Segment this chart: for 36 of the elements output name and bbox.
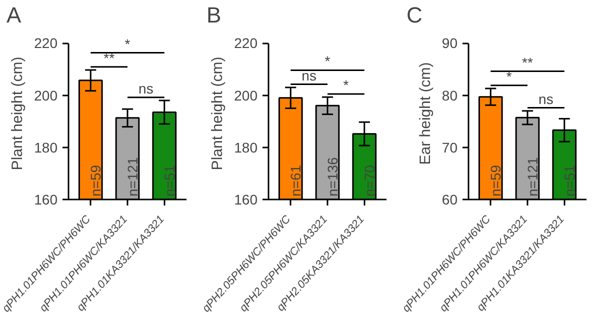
annotation: n=70 [361,164,378,196]
y-axis-title: Plant height (cm) [9,56,26,170]
annotation: n=51 [561,164,578,196]
y-tick-label: 80 [442,87,458,104]
annotation: * [124,36,131,52]
annotation: ns [138,80,154,96]
annotation: n=59 [488,164,504,196]
y-tick-label: 180 [34,139,58,156]
y-tick-label: 60 [442,192,458,208]
y-tick-label: 200 [234,87,258,104]
annotation: * [343,76,350,93]
annotation: n=121 [124,156,140,196]
annotation: n=59 [88,164,104,196]
annotation: ns [302,67,316,84]
chart-title: B [206,2,222,28]
chart-title: C [406,2,422,28]
annotation: n=51 [161,164,178,196]
y-tick-label: 90 [442,35,458,52]
annotation: ** [522,54,534,70]
y-tick-label: 220 [234,35,258,52]
annotation: n=121 [524,156,540,196]
annotation: * [506,68,512,84]
y-tick-label: 160 [34,192,58,208]
annotation: n=61 [288,164,304,196]
annotation: ** [104,50,116,66]
annotation: ns [538,90,554,107]
y-tick-label: 180 [234,139,258,156]
y-axis-title: Ear height (cm) [416,62,434,165]
y-tick-label: 220 [34,35,58,52]
annotation: n=136 [324,156,340,196]
y-tick-label: 70 [442,139,458,156]
y-tick-label: 200 [34,87,58,104]
y-axis-title: Plant height (cm) [209,56,226,170]
annotation: * [324,53,331,70]
chart-title: A [6,2,22,28]
y-tick-label: 160 [234,192,258,208]
